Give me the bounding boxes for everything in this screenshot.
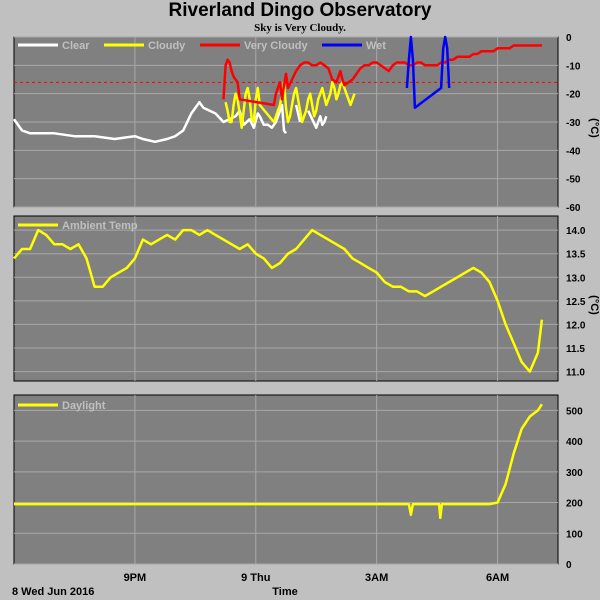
legend-label-daylight: Daylight [62,400,106,412]
legend-label-cloudy: Cloudy [148,40,186,52]
x-axis-label: Time [272,586,297,598]
daylight-y-tick-label: 0 [566,560,572,571]
sky-y-tick-label: -20 [566,90,581,101]
x-tick-label: 9 Thu [241,572,270,584]
sky-ylabel: (°C) [588,118,600,138]
temp-series-ambient-temp [13,228,544,373]
legend-label-very-cloudy: Very Cloudy [244,40,308,52]
sky-y-tick-label: -10 [566,61,581,72]
temp-panel: 11.0 11.5 12.0 12.5 13.0 13.5 14.0 (°C) Ambien… [13,215,600,382]
sky-y-tick-label: -50 [566,175,581,186]
daylight-panel: 0 100 200 300 400 500 Daylight [13,394,583,571]
temp-ylabel: (°C) [588,295,600,315]
sky-status-subtitle: Sky is Very Cloudy. [254,22,346,34]
page-title: Riverland Dingo Observatory [168,0,432,21]
daylight-y-tick-label: 200 [566,499,583,510]
daylight-y-tick-label: 400 [566,437,583,448]
daylight-y-tick-label: 300 [566,468,583,479]
x-tick-label: 6AM [486,572,509,584]
x-tick-label: 9PM [124,572,147,584]
temp-y-tick-label: 13.0 [566,273,586,284]
temp-y-tick-label: 13.5 [566,250,586,261]
sky-series-wet [405,35,451,110]
temp-y-axis: 11.0 11.5 12.0 12.5 13.0 13.5 14.0 [566,226,586,378]
sky-series-clear [12,100,328,144]
x-axis-ticks: 9PM 9 Thu 3AM 6AM [124,572,510,584]
x-tick-label: 3AM [365,572,388,584]
sky-y-tick-label: -40 [566,146,581,157]
daylight-series [14,403,543,520]
sky-panel: 0 -10 -20 -30 -40 -50 -60 (°C) Clear Cloudy Ve… [12,33,600,214]
temp-y-tick-label: 12.5 [566,297,586,308]
sky-y-tick-label: 0 [566,33,572,44]
daylight-grid [14,395,558,565]
legend-label-ambient-temp: Ambient Temp [62,220,138,232]
date-label: 8 Wed Jun 2016 [12,586,94,598]
legend-label-wet: Wet [366,40,386,52]
sky-y-axis: 0 -10 -20 -30 -40 -50 -60 [566,33,581,214]
daylight-plot-area [13,394,559,565]
legend-label-clear: Clear [62,40,90,52]
temp-grid [14,216,558,381]
temp-y-tick-label: 14.0 [566,226,586,237]
sky-y-tick-label: -30 [566,118,581,129]
temp-y-tick-label: 11.5 [566,344,585,355]
daylight-y-axis: 0 100 200 300 400 500 [566,406,583,571]
sky-series [12,35,542,144]
temp-plot-area [13,215,559,382]
daylight-y-tick-label: 500 [566,406,583,417]
daylight-series-daylight [14,403,543,520]
sky-y-tick-label: -60 [566,203,581,214]
sky-legend: Clear Cloudy Very Cloudy Wet [18,40,386,52]
temp-series [13,228,544,373]
sky-series-very-cloudy [222,44,542,107]
temp-y-tick-label: 12.0 [566,320,586,331]
temp-y-tick-label: 11.0 [566,368,585,379]
daylight-y-tick-label: 100 [566,529,583,540]
